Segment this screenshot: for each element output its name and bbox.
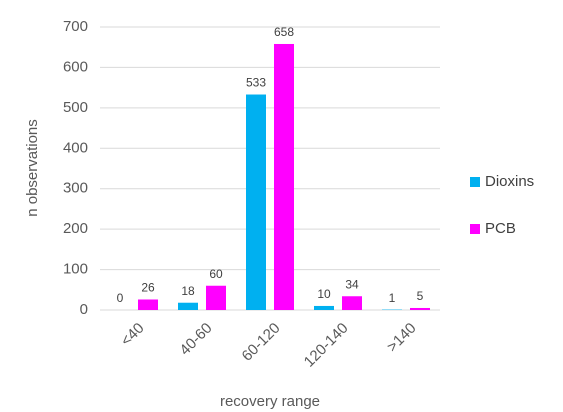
y-tick-label: 200	[63, 220, 88, 237]
y-tick-label: 600	[63, 58, 88, 75]
x-tick-label: 120-140	[301, 320, 352, 371]
value-label: 0	[117, 291, 124, 305]
bar	[274, 43, 294, 310]
value-label: 5	[417, 289, 424, 303]
y-tick-label: 0	[80, 301, 88, 318]
value-label: 658	[274, 25, 294, 39]
value-label: 26	[141, 281, 155, 295]
y-tick-label: 700	[63, 18, 88, 35]
legend-label: PCB	[485, 220, 516, 237]
x-tick-label: <40	[118, 320, 148, 350]
bar	[246, 94, 266, 310]
value-label: 533	[246, 76, 266, 90]
y-tick-label: 400	[63, 139, 88, 156]
x-tick-label: >140	[384, 320, 420, 356]
x-axis-title: recovery range	[220, 393, 320, 410]
bar	[206, 285, 226, 310]
y-tick-label: 100	[63, 261, 88, 278]
y-tick-label: 500	[63, 99, 88, 116]
value-label: 1	[389, 291, 396, 305]
value-label: 60	[209, 267, 223, 281]
legend-swatch	[470, 224, 480, 234]
y-tick-label: 300	[63, 180, 88, 197]
legend-label: Dioxins	[485, 173, 534, 190]
bar	[314, 305, 334, 310]
legend-swatch	[470, 177, 480, 187]
x-tick-label: 40-60	[176, 320, 215, 359]
value-label: 18	[181, 284, 195, 298]
value-label: 10	[317, 287, 331, 301]
bar	[178, 302, 198, 310]
value-label: 34	[345, 277, 359, 291]
bar	[410, 307, 430, 310]
bar	[138, 299, 158, 310]
x-tick-label: 60-120	[239, 320, 284, 365]
y-axis-title: n observations	[24, 119, 41, 217]
bar	[342, 296, 362, 310]
